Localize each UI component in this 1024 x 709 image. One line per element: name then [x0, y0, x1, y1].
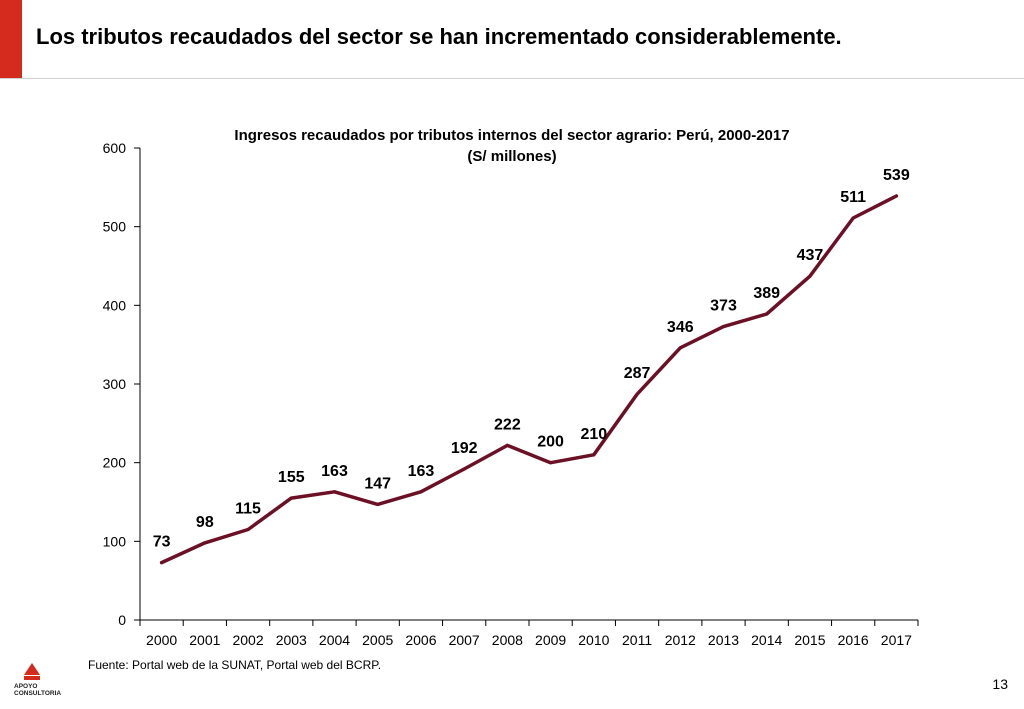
data-label: 539: [883, 167, 910, 184]
data-label: 373: [710, 298, 737, 315]
x-tick-label: 2010: [578, 632, 609, 648]
data-point: [549, 461, 553, 465]
slide-title: Los tributos recaudados del sector se ha…: [36, 24, 842, 49]
logo-text: APOYO CONSULTORIA: [14, 683, 62, 697]
x-tick-label: 2007: [449, 632, 480, 648]
data-label: 389: [753, 285, 780, 302]
y-tick-label: 100: [103, 533, 127, 549]
data-point: [419, 490, 423, 494]
data-point: [635, 392, 639, 396]
x-tick-label: 2011: [622, 632, 652, 648]
y-tick-label: 200: [103, 455, 127, 471]
y-tick-label: 400: [103, 297, 127, 313]
data-label: 511: [840, 189, 866, 206]
data-point: [894, 194, 898, 198]
x-tick-label: 2005: [362, 632, 393, 648]
x-tick-label: 2017: [881, 632, 912, 648]
y-tick-label: 0: [118, 612, 126, 628]
chart-subtitle: (S/ millones): [467, 148, 556, 165]
data-label: 147: [364, 475, 391, 492]
x-tick-label: 2009: [535, 632, 566, 648]
data-point: [246, 528, 250, 532]
x-tick-label: 2004: [319, 632, 350, 648]
data-point: [722, 325, 725, 329]
title-divider: [0, 78, 1024, 79]
data-label: 437: [797, 247, 824, 264]
data-label: 210: [580, 426, 607, 443]
page-number: 13: [992, 676, 1008, 692]
data-point: [678, 346, 682, 350]
x-tick-label: 2015: [794, 632, 825, 648]
x-tick-label: 2016: [838, 632, 869, 648]
x-tick-label: 2002: [232, 632, 263, 648]
apoyo-logo-icon: [24, 663, 40, 680]
data-point: [505, 443, 509, 447]
data-point: [592, 453, 596, 457]
data-label: 287: [624, 365, 651, 382]
data-point: [289, 496, 293, 500]
data-label: 222: [494, 416, 521, 433]
data-label: 346: [667, 319, 694, 336]
x-tick-label: 2001: [189, 632, 220, 648]
data-label: 115: [235, 501, 261, 518]
x-tick-label: 2013: [708, 632, 739, 648]
x-tick-label: 2012: [665, 632, 696, 648]
data-point: [851, 216, 855, 220]
x-tick-label: 2000: [146, 632, 177, 648]
series-line: [159, 194, 899, 565]
x-tick-label: 2003: [276, 632, 307, 648]
data-point: [333, 490, 336, 494]
data-label: 163: [321, 463, 348, 480]
x-tick-label: 2014: [751, 632, 782, 648]
data-label: 98: [196, 514, 214, 531]
data-point: [765, 312, 769, 316]
y-tick-label: 300: [103, 376, 127, 392]
data-label: 192: [451, 440, 478, 457]
y-tick-label: 600: [103, 140, 127, 156]
data-label: 163: [408, 463, 435, 480]
source-note: Fuente: Portal web de la SUNAT, Portal w…: [88, 658, 382, 672]
accent-bar: [0, 0, 22, 78]
data-label: 73: [153, 534, 171, 551]
data-point: [203, 541, 207, 545]
data-label: 155: [278, 469, 305, 486]
data-point: [808, 274, 812, 278]
data-point: [376, 502, 380, 506]
y-tick-label: 500: [103, 219, 127, 235]
data-label: 200: [537, 434, 564, 451]
x-tick-label: 2008: [492, 632, 523, 648]
data-point: [160, 561, 164, 565]
x-tick-label: 2006: [405, 632, 436, 648]
chart-title: Ingresos recaudados por tributos interno…: [234, 127, 789, 144]
data-point: [462, 467, 466, 471]
